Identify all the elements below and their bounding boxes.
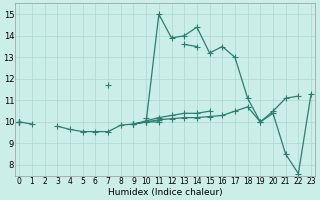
X-axis label: Humidex (Indice chaleur): Humidex (Indice chaleur) [108,188,222,197]
